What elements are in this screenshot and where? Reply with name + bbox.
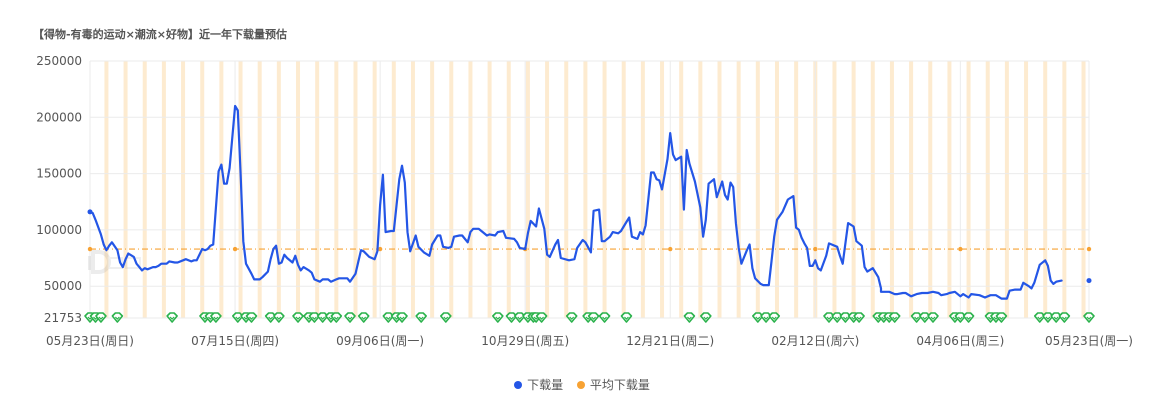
diamond-icon[interactable] bbox=[505, 312, 518, 323]
legend-label: 平均下载量 bbox=[589, 378, 650, 392]
diamond-icon[interactable] bbox=[1083, 312, 1095, 323]
diamond-icon[interactable] bbox=[308, 312, 321, 323]
svg-text:21753: 21753 bbox=[44, 311, 82, 325]
diamond-icon[interactable] bbox=[231, 312, 244, 323]
legend-dot-icon bbox=[514, 380, 523, 389]
diamond-icon[interactable] bbox=[700, 312, 712, 323]
diamond-icon[interactable] bbox=[565, 312, 578, 323]
diamond-icon[interactable] bbox=[513, 312, 526, 323]
svg-text:07月15日(周四): 07月15日(周四) bbox=[191, 334, 279, 348]
line-start-point[interactable] bbox=[87, 209, 93, 215]
diamond-icon[interactable] bbox=[344, 312, 356, 323]
diamond-icon[interactable] bbox=[1058, 312, 1071, 323]
svg-text:05月23日(周日): 05月23日(周日) bbox=[46, 334, 134, 348]
diamond-icon[interactable] bbox=[620, 312, 633, 323]
svg-text:50000: 50000 bbox=[44, 279, 82, 293]
diamond-icon[interactable] bbox=[95, 312, 107, 323]
download-line[interactable] bbox=[88, 104, 1063, 300]
diamond-icon[interactable] bbox=[492, 312, 504, 323]
diamond-icon[interactable] bbox=[683, 312, 696, 323]
svg-text:150000: 150000 bbox=[36, 167, 82, 181]
diamond-icon[interactable] bbox=[330, 312, 343, 323]
diamond-icon[interactable] bbox=[166, 312, 178, 323]
diamond-icon[interactable] bbox=[440, 312, 452, 323]
svg-text:05月23日(周一): 05月23日(周一) bbox=[1045, 334, 1133, 348]
diamond-icon[interactable] bbox=[910, 312, 923, 323]
diamond-icon[interactable] bbox=[954, 312, 967, 323]
diamond-icon[interactable] bbox=[927, 312, 939, 323]
chart-title: 【得物-有毒的运动×潮流×好物】近一年下载量预估 bbox=[33, 28, 287, 41]
diamond-icon[interactable] bbox=[839, 312, 852, 323]
diamond-icon[interactable] bbox=[292, 312, 304, 323]
legend-label: 下载量 bbox=[527, 378, 564, 392]
diamond-icon[interactable] bbox=[1033, 312, 1046, 323]
diamond-icon[interactable] bbox=[831, 312, 843, 323]
diamond-icon[interactable] bbox=[1042, 312, 1054, 323]
vertical-gridlines bbox=[89, 61, 1090, 318]
svg-text:04月06日(周三): 04月06日(周三) bbox=[916, 334, 1004, 348]
diamond-icon[interactable] bbox=[853, 312, 865, 323]
diamond-icon[interactable] bbox=[768, 312, 781, 323]
diamond-icon[interactable] bbox=[587, 312, 600, 323]
diamond-icon[interactable] bbox=[210, 312, 222, 323]
legend-item-average[interactable]: 平均下载量 bbox=[576, 376, 650, 393]
diamond-icon[interactable] bbox=[535, 312, 548, 323]
diamond-icon[interactable] bbox=[752, 312, 764, 323]
watermark-logo-icon bbox=[88, 250, 141, 274]
svg-text:250000: 250000 bbox=[36, 54, 82, 68]
diamond-icon[interactable] bbox=[264, 312, 277, 323]
event-markers[interactable] bbox=[84, 312, 1095, 323]
diamond-icon[interactable] bbox=[962, 312, 975, 323]
legend-item-downloads[interactable]: 下载量 bbox=[514, 376, 563, 393]
svg-text:09月06日(周一): 09月06日(周一) bbox=[336, 334, 424, 348]
diamond-icon[interactable] bbox=[382, 312, 395, 323]
svg-text:100000: 100000 bbox=[36, 223, 82, 237]
diamond-icon[interactable] bbox=[760, 312, 772, 323]
svg-text:02月12日(周六): 02月12日(周六) bbox=[771, 334, 859, 348]
diamond-icon[interactable] bbox=[888, 312, 901, 323]
diamond-icon[interactable] bbox=[273, 312, 285, 323]
diamond-icon[interactable] bbox=[357, 312, 370, 323]
diamond-icon[interactable] bbox=[316, 312, 329, 323]
line-end-point[interactable] bbox=[1086, 278, 1092, 284]
x-axis-labels: 05月23日(周日) 07月15日(周四) 09月06日(周一) 10月29日(周五)… bbox=[46, 334, 1133, 348]
svg-text:200000: 200000 bbox=[36, 110, 82, 124]
svg-text:12月21日(周二): 12月21日(周二) bbox=[626, 334, 714, 348]
diamond-icon[interactable] bbox=[918, 312, 931, 323]
diamond-icon[interactable] bbox=[1050, 312, 1062, 323]
legend-dot-icon bbox=[576, 380, 585, 389]
legend: 下载量 平均下载量 bbox=[0, 376, 1164, 393]
diamond-icon[interactable] bbox=[598, 312, 611, 323]
svg-text:10月29日(周五): 10月29日(周五) bbox=[481, 334, 569, 348]
weekend-bands bbox=[104, 61, 1086, 318]
diamond-icon[interactable] bbox=[415, 312, 427, 323]
diamond-icon[interactable] bbox=[111, 312, 124, 323]
y-axis-labels: 21753 50000 100000 150000 200000 250000 bbox=[36, 54, 82, 325]
diamond-icon[interactable] bbox=[995, 312, 1008, 323]
line-chart: 21753 50000 100000 150000 200000 250000 05月23… bbox=[36, 54, 1133, 348]
diamond-icon[interactable] bbox=[823, 312, 835, 323]
diamond-icon[interactable] bbox=[396, 312, 408, 323]
diamond-icon[interactable] bbox=[245, 312, 258, 323]
